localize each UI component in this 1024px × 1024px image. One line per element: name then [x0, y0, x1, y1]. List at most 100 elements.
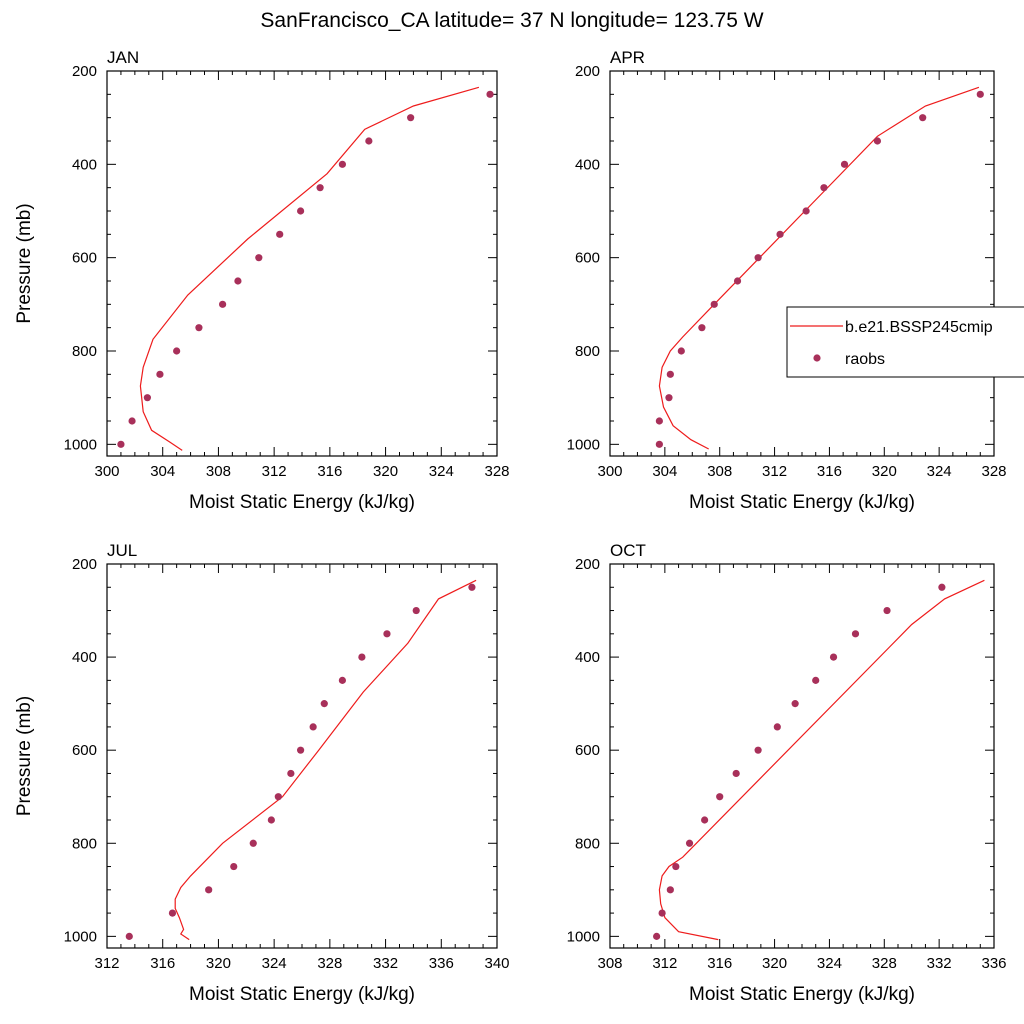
raobs-point [873, 137, 882, 145]
legend: b.e21.BSSP245cmip raobs [786, 306, 1024, 378]
x-tick-label: 328 [872, 955, 897, 972]
raobs-point [776, 230, 784, 238]
raobs-point [672, 862, 680, 871]
figure-title: SanFrancisco_CA latitude= 37 N longitude… [260, 9, 763, 32]
raobs-point [412, 606, 420, 615]
x-tick-label: 332 [927, 955, 952, 972]
x-tick-label: 324 [429, 463, 454, 480]
chart-panel-jul: JUL 312 316 320 324 328 332 336 340 200 400 600 800 1… [14, 541, 510, 1005]
model-profile-line [174, 579, 477, 941]
raobs-point [287, 769, 295, 778]
legend-box [786, 306, 1024, 378]
x-tick-label: 320 [762, 955, 787, 972]
y-tick-label: 200 [72, 556, 97, 573]
x-tick-label: 308 [597, 955, 622, 972]
panels: JAN 300 304 308 312 316 320 324 328 200 400 600 800 1… [14, 48, 1024, 1005]
raobs-point [883, 606, 891, 615]
raobs-point [125, 932, 133, 940]
model-profile-line [658, 579, 985, 941]
raobs-point [976, 90, 984, 98]
y-tick-label: 800 [575, 835, 600, 852]
raobs-point [230, 862, 238, 871]
y-tick-label: 600 [575, 250, 600, 267]
raobs-point [666, 886, 674, 894]
chart-panel-jan: JAN 300 304 308 312 316 320 324 328 200 400 600 800 1… [14, 48, 510, 513]
panel-title: OCT [610, 541, 646, 560]
raobs-point [249, 839, 257, 847]
panel-title: JAN [107, 48, 139, 67]
model-profile-line [139, 86, 480, 451]
y-tick-label: 1000 [567, 928, 600, 945]
x-tick-label: 324 [262, 955, 287, 972]
x-tick-label: 328 [317, 955, 342, 972]
y-tick-label: 800 [72, 343, 97, 360]
raobs-point [665, 394, 673, 402]
raobs-point [383, 630, 391, 638]
raobs-point [309, 723, 317, 731]
model-profile-line [658, 86, 980, 450]
legend-label-model: b.e21.BSSP245cmip [845, 319, 993, 336]
raobs-point [358, 653, 366, 661]
x-tick-label: 316 [317, 463, 342, 480]
x-tick-label: 312 [94, 955, 119, 972]
x-tick-label: 308 [707, 463, 732, 480]
raobs-point [316, 184, 324, 192]
raobs-point [710, 300, 718, 308]
x-tick-label: 304 [150, 463, 175, 480]
x-tick-label: 336 [981, 955, 1006, 972]
x-tick-label: 316 [817, 463, 842, 480]
raobs-point [655, 440, 663, 448]
plot-frame [106, 70, 498, 457]
x-tick-label: 320 [872, 463, 897, 480]
raobs-point [168, 909, 177, 917]
y-tick-label: 400 [575, 649, 600, 666]
legend-label-obs: raobs [845, 351, 885, 368]
raobs-point [219, 300, 227, 308]
x-tick-label: 316 [150, 955, 175, 972]
x-tick-label: 324 [817, 955, 842, 972]
y-tick-label: 800 [575, 343, 600, 360]
raobs-point [297, 207, 305, 215]
x-tick-label: 332 [373, 955, 398, 972]
raobs-point [407, 114, 415, 122]
raobs-point [732, 769, 740, 778]
raobs-point [320, 700, 328, 708]
raobs-point [255, 254, 263, 262]
raobs-point [173, 347, 181, 355]
x-tick-label: 328 [484, 463, 509, 480]
raobs-point [840, 160, 849, 168]
raobs-point [117, 440, 125, 448]
raobs-point [820, 184, 828, 192]
raobs-point [205, 886, 213, 894]
raobs-point [754, 254, 762, 262]
raobs-point [666, 370, 674, 378]
y-tick-label: 1000 [567, 436, 600, 453]
y-axis-label: Pressure (mb) [14, 203, 35, 323]
chart-panel-oct: OCT 308 312 316 320 324 328 332 336 200 400 600 800 1… [567, 541, 1007, 1005]
raobs-point [791, 700, 799, 708]
x-tick-label: 324 [927, 463, 952, 480]
y-tick-label: 400 [72, 156, 97, 173]
raobs-point [276, 230, 284, 238]
raobs-point [653, 932, 661, 940]
x-tick-label: 340 [484, 955, 509, 972]
raobs-point [812, 676, 820, 684]
y-tick-label: 400 [72, 649, 97, 666]
x-axis-label: Moist Static Energy (kJ/kg) [189, 492, 415, 513]
raobs-point [338, 160, 346, 168]
raobs-point [698, 324, 706, 332]
y-tick-label: 200 [575, 556, 600, 573]
legend-dot-swatch [813, 354, 821, 362]
x-axis-label: Moist Static Energy (kJ/kg) [189, 984, 415, 1005]
y-tick-label: 1000 [64, 928, 97, 945]
raobs-point [655, 417, 663, 425]
x-tick-label: 320 [206, 955, 231, 972]
y-tick-label: 400 [575, 156, 600, 173]
raobs-point [802, 207, 810, 215]
x-tick-label: 316 [707, 955, 732, 972]
x-axis-label: Moist Static Energy (kJ/kg) [689, 492, 915, 513]
raobs-point [274, 793, 282, 801]
panel-title: JUL [107, 541, 137, 560]
x-tick-label: 304 [652, 463, 677, 480]
raobs-point [829, 653, 838, 661]
